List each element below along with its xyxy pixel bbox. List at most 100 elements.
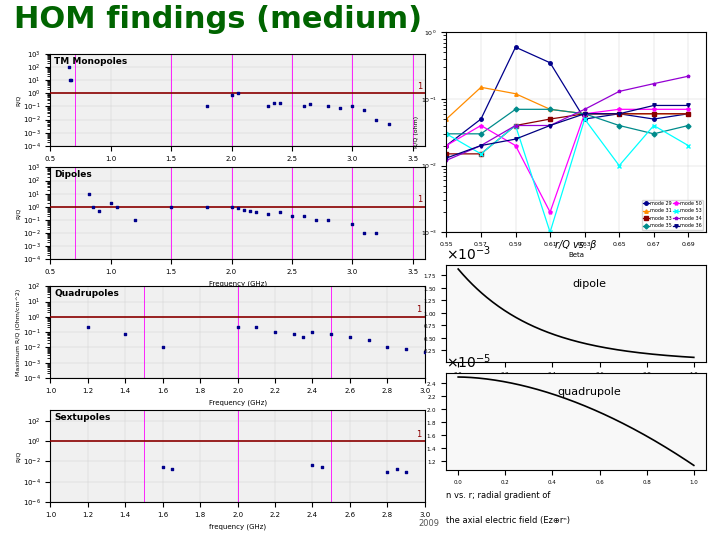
mode 34 [649, 80, 658, 87]
Point [262, 102, 274, 111]
Point [307, 328, 318, 336]
mode 50 [546, 209, 554, 215]
mode 36 [477, 143, 485, 149]
Point [166, 464, 178, 473]
Point [244, 206, 256, 215]
Point [232, 204, 243, 212]
Point [325, 329, 337, 338]
Y-axis label: R/Q: R/Q [17, 207, 22, 219]
Point [226, 202, 238, 211]
Point [84, 190, 95, 198]
Point [323, 102, 334, 111]
mode 35 [649, 131, 658, 137]
mode 33 [684, 111, 693, 117]
mode 53 [442, 131, 451, 137]
X-axis label: Frequency (GHz): Frequency (GHz) [209, 280, 266, 287]
mode 31 [580, 111, 589, 117]
mode 36 [684, 102, 693, 109]
mode 33 [546, 116, 554, 122]
Point [166, 202, 177, 211]
Point [82, 323, 94, 332]
mode 33 [442, 151, 451, 157]
mode 36 [649, 102, 658, 109]
mode 36 [615, 111, 624, 117]
Text: TM Monopoles: TM Monopoles [54, 57, 127, 66]
mode 36 [511, 136, 520, 143]
Text: dipole: dipole [572, 279, 606, 289]
Point [323, 215, 334, 224]
Legend: mode 29, mode 31, mode 33, mode 35, mode 50, mode 53, mode 34, mode 36: mode 29, mode 31, mode 33, mode 35, mode… [642, 200, 703, 230]
mode 36 [546, 122, 554, 129]
mode 50 [615, 106, 624, 112]
Point [87, 202, 99, 211]
Point [63, 63, 74, 71]
Line: mode 29: mode 29 [445, 45, 690, 147]
mode 50 [649, 106, 658, 112]
Line: mode 33: mode 33 [445, 112, 690, 156]
mode 33 [615, 111, 624, 117]
Text: HOM findings (medium): HOM findings (medium) [14, 5, 423, 35]
Point [383, 119, 395, 128]
Point [419, 348, 431, 356]
mode 31 [442, 116, 451, 122]
mode 31 [649, 111, 658, 117]
mode 53 [477, 151, 485, 157]
mode 35 [580, 111, 589, 117]
mode 31 [546, 106, 554, 112]
Line: mode 53: mode 53 [445, 117, 690, 234]
Point [157, 343, 168, 352]
Point [382, 467, 393, 476]
Point [307, 461, 318, 470]
Point [391, 464, 402, 473]
Point [250, 208, 261, 217]
Point [286, 212, 297, 220]
Point [251, 323, 262, 332]
Point [120, 329, 131, 338]
mode 50 [442, 143, 451, 149]
Point [298, 102, 310, 111]
Point [400, 345, 412, 353]
Text: n vs. r; radial gradient of: n vs. r; radial gradient of [446, 491, 551, 501]
Point [382, 343, 393, 352]
Point [232, 89, 243, 98]
Point [268, 98, 279, 107]
Point [274, 98, 286, 107]
mode 34 [442, 157, 451, 164]
mode 31 [511, 91, 520, 97]
Point [335, 103, 346, 112]
mode 35 [684, 122, 693, 129]
Y-axis label: Maximum R/Q (Ohm/cm^2): Maximum R/Q (Ohm/cm^2) [17, 288, 22, 376]
mode 29 [477, 116, 485, 122]
Point [232, 323, 243, 332]
mode 35 [615, 122, 624, 129]
Point [105, 199, 117, 207]
Point [202, 202, 213, 211]
mode 33 [580, 111, 589, 117]
mode 34 [615, 88, 624, 94]
mode 29 [649, 116, 658, 122]
Point [269, 328, 281, 336]
mode 33 [649, 111, 658, 117]
mode 35 [477, 131, 485, 137]
Point [226, 90, 238, 99]
Line: mode 34: mode 34 [445, 75, 690, 162]
mode 53 [684, 143, 693, 149]
mode 35 [511, 106, 520, 112]
Line: mode 50: mode 50 [445, 107, 690, 214]
mode 31 [477, 84, 485, 91]
mode 29 [580, 116, 589, 122]
mode 34 [477, 143, 485, 149]
mode 29 [442, 143, 451, 149]
Point [262, 210, 274, 218]
Point [297, 333, 309, 341]
Point [238, 205, 249, 214]
Text: quadrupole: quadrupole [557, 387, 621, 397]
Point [64, 76, 76, 85]
mode 50 [477, 122, 485, 129]
mode 34 [684, 73, 693, 79]
X-axis label: Frequency (GHz): Frequency (GHz) [209, 399, 266, 406]
Point [359, 106, 370, 114]
Text: 1: 1 [416, 305, 421, 314]
Point [298, 212, 310, 220]
mode 34 [511, 122, 520, 129]
